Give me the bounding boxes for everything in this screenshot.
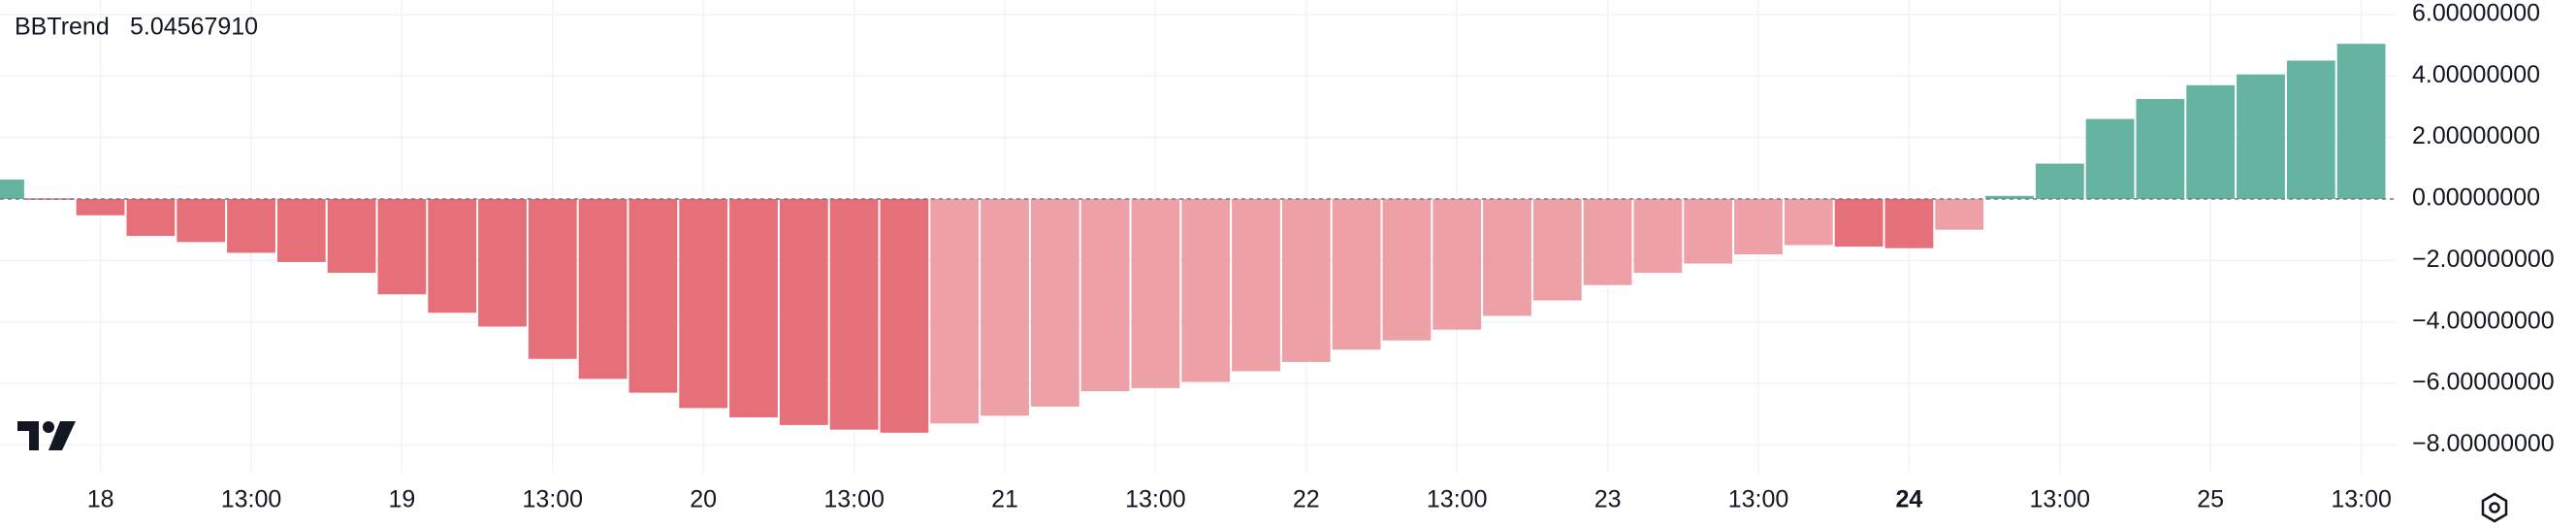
bar (1734, 199, 1783, 255)
x-tick-label: 13:00 (1125, 486, 1186, 513)
bar (1483, 199, 1531, 316)
x-tick-label: 22 (1293, 486, 1320, 513)
bar (528, 199, 577, 359)
bar (276, 199, 326, 262)
bar (1281, 199, 1331, 362)
x-tick-label: 25 (2197, 486, 2224, 513)
bar (2186, 84, 2236, 200)
bar (428, 199, 477, 314)
x-tick-label: 13:00 (221, 486, 282, 513)
y-tick-label: 2.00000000 (2412, 122, 2540, 149)
bar (1834, 199, 1884, 248)
bar (1030, 199, 1079, 407)
x-tick-label: 24 (1895, 486, 1922, 513)
bar (2035, 163, 2084, 200)
x-tick-label: 13:00 (1728, 486, 1789, 513)
bar (578, 199, 628, 380)
bar (2136, 99, 2185, 200)
bar (779, 199, 828, 425)
labels: 6.00000000 4.00000000 2.00000000 0.00000000… (87, 0, 2555, 513)
bar (0, 180, 24, 200)
y-tick-label: 4.00000000 (2412, 61, 2540, 88)
bar (76, 199, 125, 215)
bar (1382, 199, 1432, 341)
bar (377, 199, 427, 295)
bar (1181, 199, 1231, 382)
settings-button[interactable] (2481, 492, 2508, 523)
bar (1884, 199, 1934, 248)
bar (1433, 199, 1482, 330)
bar (1583, 199, 1632, 285)
bar (1332, 199, 1381, 350)
bar (327, 199, 376, 274)
bar (2237, 74, 2285, 200)
bar (2085, 118, 2135, 200)
x-tick-label: 18 (87, 486, 114, 513)
bar (177, 199, 226, 243)
bar (2336, 44, 2386, 200)
bar (1935, 199, 1984, 230)
bar (126, 199, 176, 237)
x-tick-label: 13:00 (2030, 486, 2091, 513)
y-tick-label: −6.00000000 (2412, 369, 2555, 396)
y-tick-label: −2.00000000 (2412, 246, 2555, 273)
y-tick-label: 0.00000000 (2412, 184, 2540, 212)
bar (1532, 199, 1582, 301)
bar (1232, 199, 1280, 372)
x-tick-label: 13:00 (1427, 486, 1488, 513)
x-tick-label: 13:00 (523, 486, 584, 513)
x-tick-label: 19 (388, 486, 415, 513)
bar (679, 199, 728, 409)
bar (2286, 60, 2335, 200)
bars (0, 44, 2396, 433)
x-tick-label: 13:00 (2331, 486, 2392, 513)
bar (930, 199, 980, 424)
bar (227, 199, 275, 253)
y-tick-label: −8.00000000 (2412, 430, 2555, 457)
bar (1080, 199, 1130, 392)
bar (1684, 199, 1733, 264)
bar (628, 199, 678, 393)
bar (1985, 195, 2034, 200)
indicator-value: 5.04567910 (130, 14, 258, 41)
x-tick-label: 21 (991, 486, 1018, 513)
y-tick-label: −4.00000000 (2412, 307, 2555, 334)
tradingview-logo[interactable] (17, 421, 76, 450)
y-tick-label: 6.00000000 (2412, 0, 2540, 27)
x-tick-label: 23 (1594, 486, 1622, 513)
bar (981, 199, 1029, 416)
bar (1633, 199, 1683, 274)
bar (880, 199, 929, 433)
indicator-title: BBTrend (15, 14, 110, 41)
bar (729, 199, 778, 417)
x-tick-label: 13:00 (823, 486, 885, 513)
bar (478, 199, 527, 327)
x-tick-label: 20 (690, 486, 717, 513)
bar (1131, 199, 1180, 388)
bar (1784, 199, 1833, 246)
bar (829, 199, 879, 430)
